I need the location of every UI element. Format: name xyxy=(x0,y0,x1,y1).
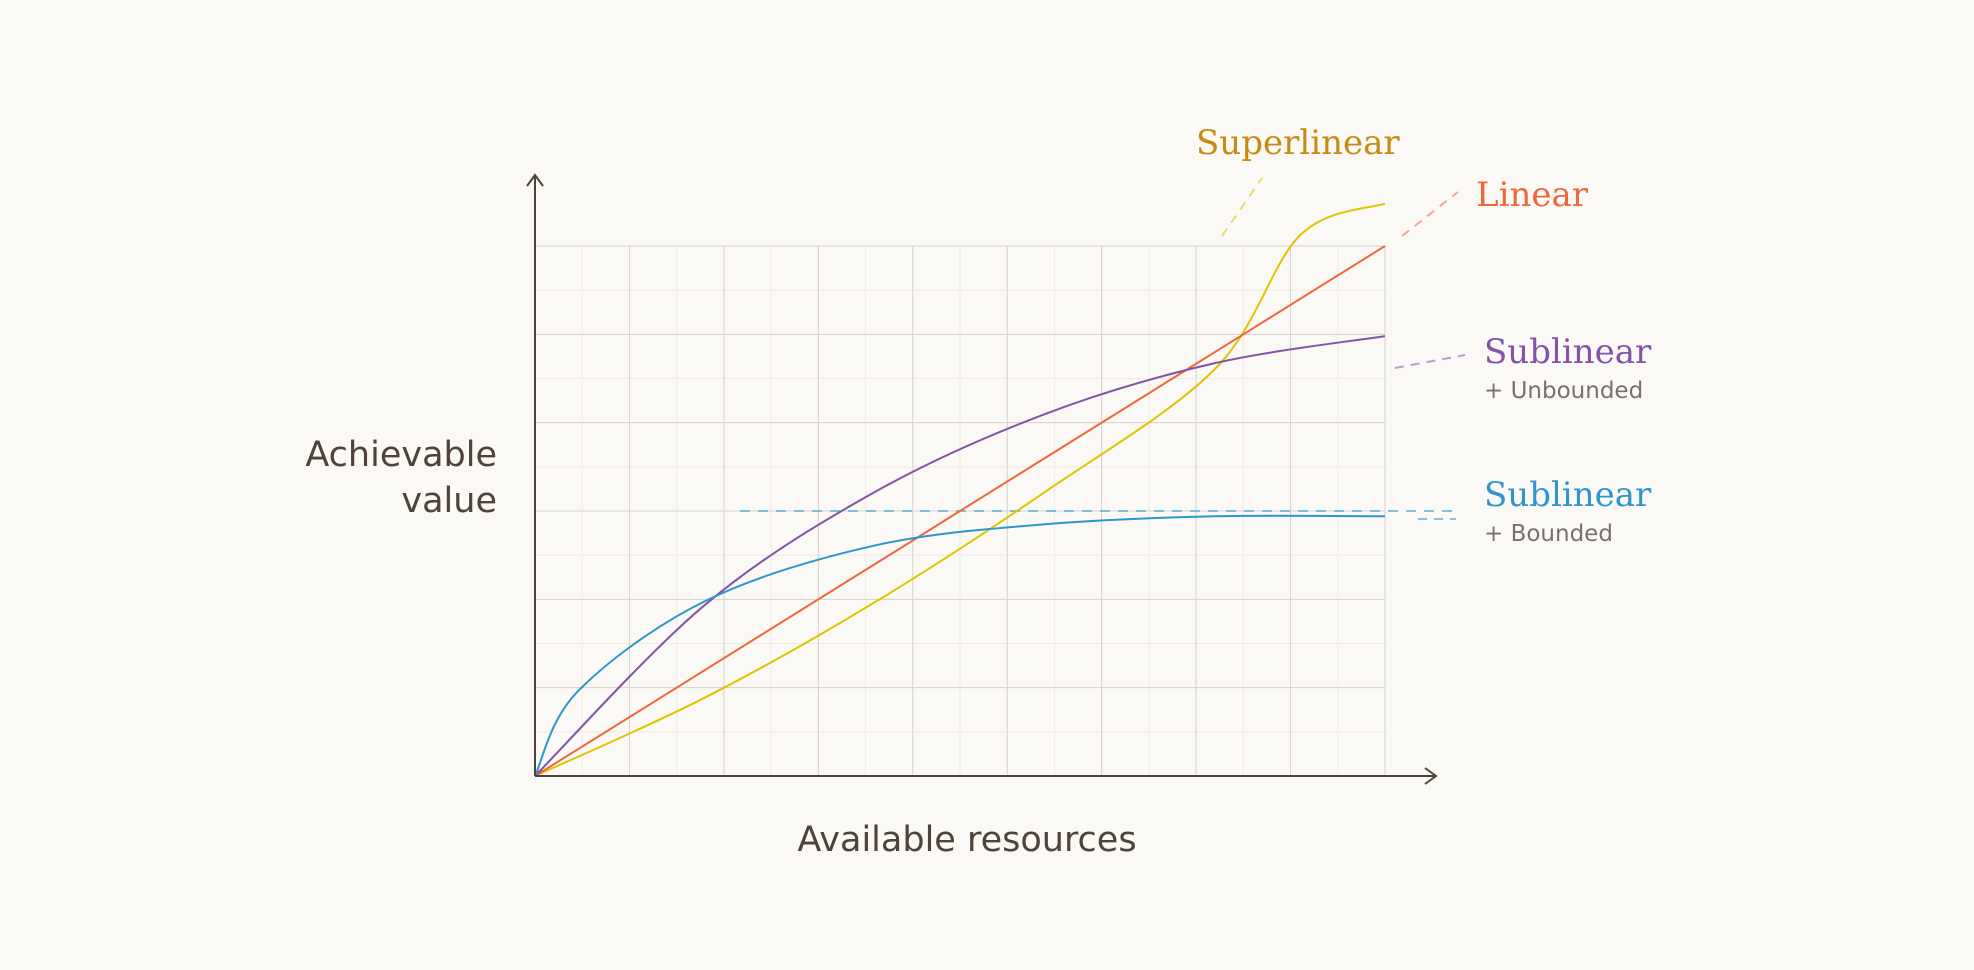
x-axis-label: Available resources xyxy=(797,820,1136,860)
axes xyxy=(526,173,1438,785)
y-axis-label-line-2: value xyxy=(401,481,497,521)
dashed-extensions xyxy=(740,177,1466,520)
series-lines xyxy=(534,202,1386,777)
series-line-2 xyxy=(534,245,1386,777)
series-label-1: Superlinear xyxy=(1196,123,1400,163)
series-line-4 xyxy=(534,514,1386,777)
series-label-3: Sublinear xyxy=(1484,332,1652,372)
y-axis-arrow-icon xyxy=(526,173,544,187)
series-sublabel-4: + Bounded xyxy=(1484,521,1613,547)
series-sublabel-3: + Unbounded xyxy=(1484,378,1643,404)
series-line-3 xyxy=(534,335,1386,777)
series-line-1 xyxy=(534,202,1386,777)
y-axis-label-line-1: Achievable xyxy=(305,435,497,475)
series-label-4: Sublinear xyxy=(1484,475,1652,515)
series-labels: Superlinear Linear Sublinear + Unbounded Sub… xyxy=(1196,123,1652,547)
series-extension-1 xyxy=(1221,177,1263,237)
series-extension-2 xyxy=(1401,191,1459,237)
series-label-2: Linear xyxy=(1476,175,1589,215)
series-extension-3 xyxy=(1394,354,1466,369)
x-axis-arrow-icon xyxy=(1424,767,1438,785)
